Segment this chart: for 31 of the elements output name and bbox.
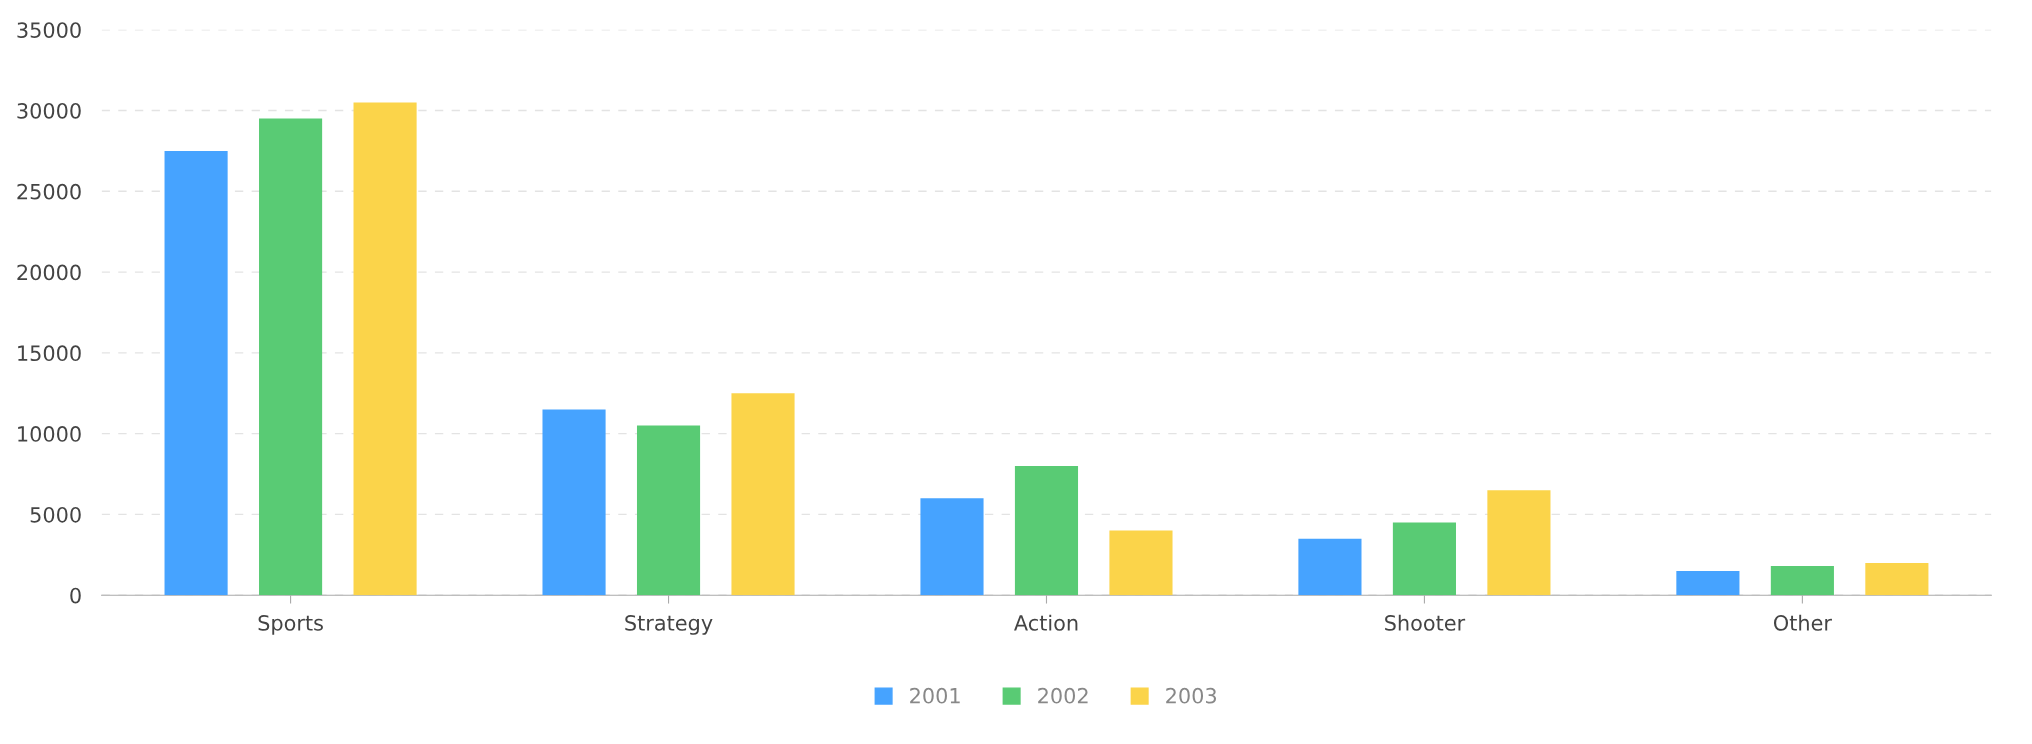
bar: [1676, 570, 1740, 596]
x-tick-label: Other: [1773, 614, 1832, 631]
y-tick-label: 15000: [18, 345, 81, 362]
bar: [542, 409, 606, 596]
bar: [1298, 538, 1362, 596]
x-tick-label: Action: [1014, 614, 1078, 631]
y-tick-label: 5000: [30, 506, 81, 523]
legend-label: 2002: [1038, 687, 1088, 704]
bar: [1392, 522, 1456, 596]
bar: [353, 102, 417, 596]
y-tick-label: 30000: [17, 102, 81, 119]
bar: [636, 425, 701, 596]
y-tick-label: 20000: [17, 264, 81, 281]
legend-label: 2003: [1166, 687, 1217, 704]
bar: [1487, 490, 1551, 596]
bar: [1109, 530, 1173, 596]
y-tick-label: 35000: [17, 22, 81, 38]
x-tick-label: Shooter: [1385, 614, 1466, 631]
y-tick-label: 10000: [18, 426, 81, 442]
bar: [259, 118, 323, 596]
x-tick-label: Strategy: [625, 615, 713, 635]
bar: [1865, 562, 1929, 596]
bar: [1014, 465, 1079, 596]
bar: [731, 393, 795, 596]
bar: [164, 150, 228, 596]
x-tick-label: Sports: [258, 615, 323, 635]
y-tick-label: 0: [70, 587, 81, 604]
bar: [1770, 566, 1834, 596]
bar: [920, 498, 984, 596]
legend-label: 2001: [910, 687, 960, 704]
y-tick-label: 25000: [17, 183, 81, 200]
